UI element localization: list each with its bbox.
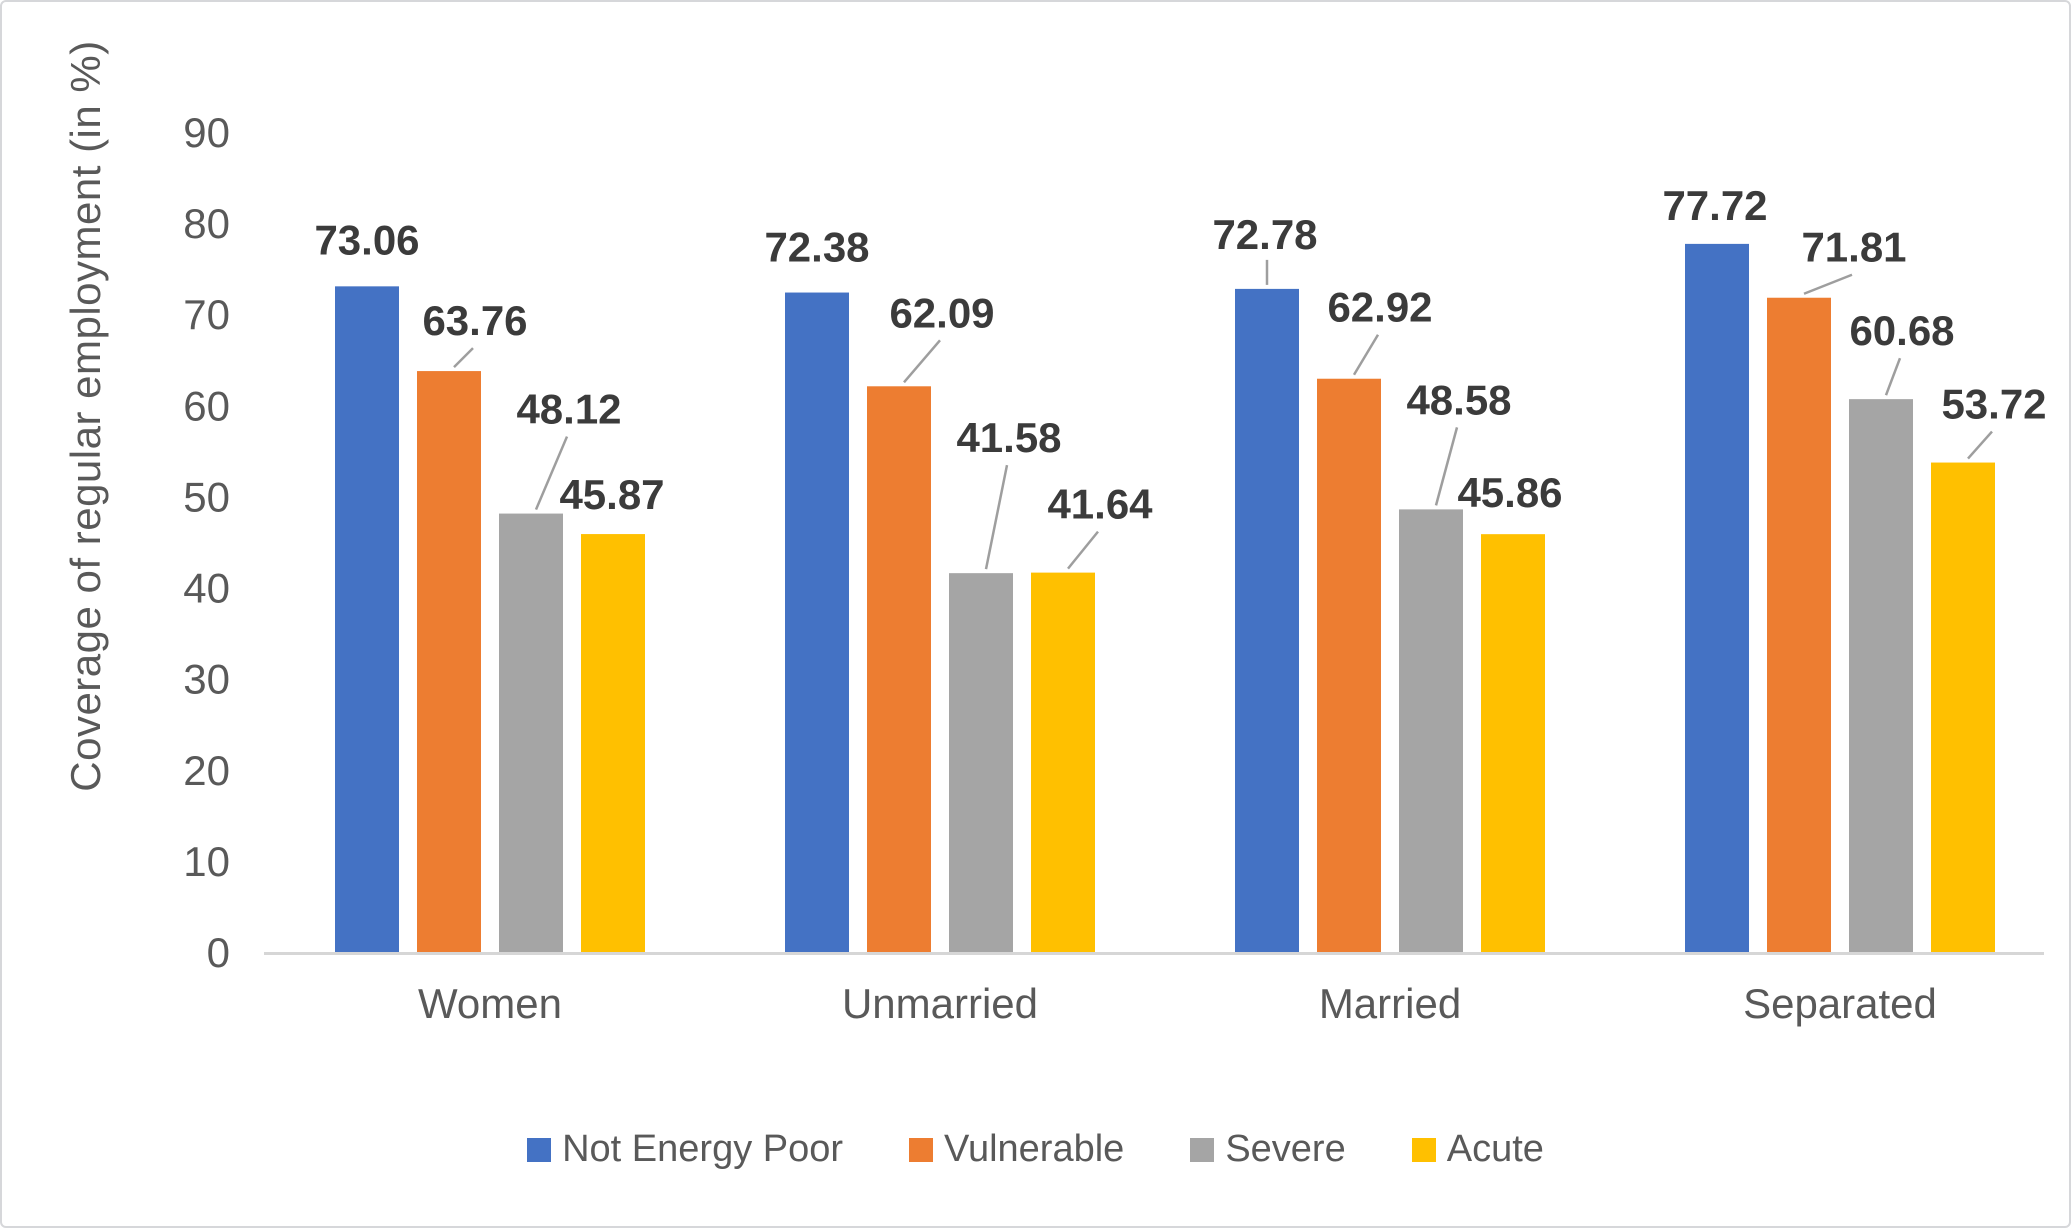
bar-vulnerable-women xyxy=(417,371,481,952)
data-label-severe-married: 48.58 xyxy=(1406,376,1511,423)
legend-label-acute: Acute xyxy=(1446,1128,1544,1170)
bar-acute-separated xyxy=(1931,462,1995,952)
data-label-vulnerable-unmarried: 62.09 xyxy=(889,289,994,336)
bar-not-energy-poor-married xyxy=(1235,288,1299,953)
y-axis-tick-80: 80 xyxy=(183,200,230,247)
data-label-acute-married: 45.86 xyxy=(1457,469,1562,516)
legend-item-severe: Severe xyxy=(1190,1128,1346,1171)
bar-not-energy-poor-unmarried xyxy=(785,292,849,952)
leader-line xyxy=(984,464,1009,570)
y-axis-tick-70: 70 xyxy=(183,291,230,338)
legend-label-vulnerable: Vulnerable xyxy=(944,1128,1125,1170)
legend-swatch-severe xyxy=(1190,1137,1215,1162)
data-label-not-energy-poor-women: 73.06 xyxy=(314,216,419,263)
x-axis-label-separated: Separated xyxy=(1743,980,1937,1027)
legend: Not Energy Poor Vulnerable Severe Acute xyxy=(2,1128,2069,1171)
data-label-vulnerable-separated: 71.81 xyxy=(1801,224,1906,271)
bar-not-energy-poor-women xyxy=(335,286,399,952)
bar-severe-married xyxy=(1399,509,1463,952)
bar-severe-separated xyxy=(1849,399,1913,952)
legend-item-acute: Acute xyxy=(1411,1128,1544,1171)
legend-swatch-not-energy-poor xyxy=(527,1137,552,1162)
y-axis-tick-40: 40 xyxy=(183,565,230,612)
leader-line xyxy=(903,339,941,384)
y-axis-tick-20: 20 xyxy=(183,747,230,794)
leader-line xyxy=(1067,530,1099,570)
y-axis-tick-10: 10 xyxy=(183,838,230,885)
leader-line xyxy=(1803,273,1853,295)
bar-vulnerable-unmarried xyxy=(867,386,931,952)
legend-item-not-energy-poor: Not Energy Poor xyxy=(527,1128,843,1171)
x-axis-label-unmarried: Unmarried xyxy=(842,980,1038,1027)
bar-not-energy-poor-separated xyxy=(1685,243,1749,952)
bar-acute-women xyxy=(581,534,645,952)
data-label-not-energy-poor-unmarried: 72.38 xyxy=(764,224,869,271)
legend-label-severe: Severe xyxy=(1225,1128,1346,1170)
data-label-vulnerable-women: 63.76 xyxy=(422,297,527,344)
y-axis-tick-60: 60 xyxy=(183,382,230,429)
y-axis-tick-50: 50 xyxy=(183,473,230,520)
data-label-acute-unmarried: 41.64 xyxy=(1047,481,1153,528)
bar-vulnerable-married xyxy=(1317,378,1381,952)
bar-acute-unmarried xyxy=(1031,572,1095,952)
y-axis-tick-90: 90 xyxy=(183,109,230,156)
data-label-vulnerable-married: 62.92 xyxy=(1327,284,1432,331)
x-axis-label-women: Women xyxy=(418,980,562,1027)
x-axis-label-married: Married xyxy=(1319,980,1461,1027)
data-label-severe-women: 48.12 xyxy=(516,386,621,433)
data-label-severe-unmarried: 41.58 xyxy=(956,414,1061,461)
bar-severe-women xyxy=(499,513,563,952)
leader-line xyxy=(1884,357,1902,396)
legend-swatch-vulnerable xyxy=(909,1137,934,1162)
bar-vulnerable-separated xyxy=(1767,297,1831,953)
legend-label-not-energy-poor: Not Energy Poor xyxy=(562,1128,844,1170)
data-label-not-energy-poor-married: 72.78 xyxy=(1212,211,1317,258)
data-label-acute-women: 45.87 xyxy=(559,471,664,518)
data-label-severe-separated: 60.68 xyxy=(1849,307,1954,354)
data-label-acute-separated: 53.72 xyxy=(1941,381,2046,428)
leader-line xyxy=(453,347,474,368)
leader-line xyxy=(534,436,569,511)
legend-item-vulnerable: Vulnerable xyxy=(909,1128,1124,1171)
data-label-not-energy-poor-separated: 77.72 xyxy=(1662,182,1767,229)
bar-severe-unmarried xyxy=(949,573,1013,952)
bar-acute-married xyxy=(1481,534,1545,952)
leader-line xyxy=(1967,430,1993,460)
leader-line xyxy=(1434,427,1459,506)
legend-swatch-acute xyxy=(1411,1137,1436,1162)
y-axis-tick-30: 30 xyxy=(183,656,230,703)
y-axis-tick-0: 0 xyxy=(207,929,230,976)
leader-line xyxy=(1352,334,1380,376)
